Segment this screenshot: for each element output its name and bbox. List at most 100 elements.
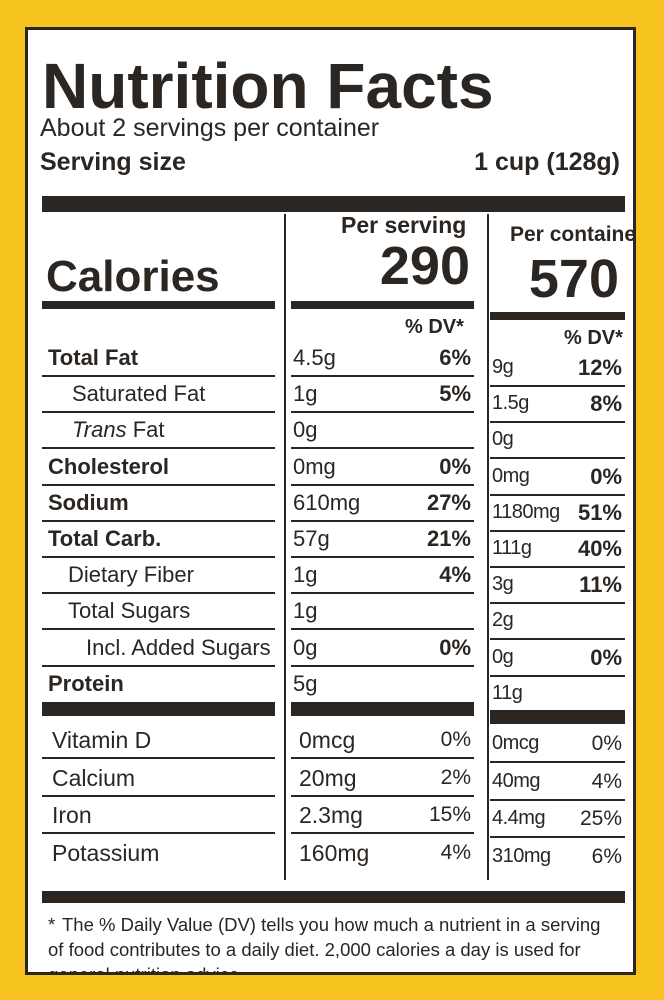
container-dv: 25%	[579, 807, 622, 830]
serving-amount: 4.5g	[293, 345, 336, 370]
serving-amount: 0mg	[293, 453, 336, 479]
row-divider	[42, 592, 275, 595]
vitamin-serving-row: 2.3mg 15%	[291, 798, 474, 834]
container-amount: 2g	[492, 609, 514, 632]
row-divider	[291, 592, 474, 595]
servings-per-container: About 2 servings per container	[40, 114, 380, 142]
nutrient-row: Saturated Fat	[42, 377, 275, 414]
nutrient-name: Total Carb.	[48, 526, 162, 551]
vitamin-row: Vitamin D	[42, 723, 275, 759]
nutrient-row: Total Sugars	[42, 594, 275, 631]
row-divider	[42, 519, 275, 522]
row-divider	[490, 421, 625, 424]
vitamin-container-row: 0mcg 0%	[490, 727, 625, 763]
row-divider	[42, 556, 275, 558]
row-divider	[42, 664, 275, 667]
row-divider	[291, 375, 474, 377]
serving-dv: 15%	[428, 803, 471, 826]
serving-dv: 4%	[439, 562, 471, 588]
container-row: 1180mg 51%	[490, 496, 625, 532]
vitamin-serving-row: 20mg 2%	[291, 761, 474, 797]
row-divider	[291, 411, 474, 414]
footnote-star: *	[48, 914, 56, 935]
container-dv: 0%	[590, 463, 622, 489]
calories-rule-container	[490, 312, 625, 320]
serving-dv: 5%	[439, 381, 471, 407]
serving-amount: 2.3mg	[299, 802, 363, 828]
serving-dv: 4%	[440, 840, 471, 864]
container-row: 0g 0%	[490, 641, 625, 677]
serving-size-row: Serving size 1 cup (128g)	[40, 150, 620, 175]
row-divider	[291, 832, 474, 834]
container-amount: 1180mg	[492, 500, 560, 523]
serving-amount: 1g	[293, 562, 318, 588]
calories-rule-name	[42, 301, 275, 309]
nutrient-name-italic: Trans	[72, 417, 127, 443]
serving-dv: 0%	[439, 453, 471, 479]
serving-amount: 610mg	[293, 489, 361, 515]
container-dv: 0%	[590, 644, 622, 670]
label-title: Nutrition Facts	[42, 50, 494, 122]
serving-amount: 57g	[293, 526, 330, 551]
vitamin-divider	[291, 702, 474, 716]
container-dv: 51%	[577, 499, 622, 525]
container-amount: 4.4mg	[492, 807, 546, 829]
row-divider	[291, 556, 474, 558]
serving-row: 0g 0%	[291, 631, 474, 667]
nutrition-facts-panel: Nutrition Facts About 2 servings per con…	[25, 27, 636, 975]
vitamin-row: Potassium	[42, 836, 275, 872]
container-amount: 0mg	[492, 464, 530, 487]
vitamin-divider	[42, 702, 275, 716]
serving-amount: 1g	[293, 381, 318, 407]
row-divider	[42, 375, 275, 377]
row-divider	[490, 457, 625, 460]
serving-row: 0mg 0%	[291, 450, 474, 486]
row-divider	[490, 566, 625, 568]
row-divider	[490, 493, 625, 496]
serving-amount: 20mg	[299, 764, 357, 791]
calories-per-serving: 290	[379, 236, 470, 296]
row-divider	[291, 483, 474, 486]
container-row: 0mg 0%	[490, 460, 625, 496]
nutrient-row: Cholesterol	[42, 450, 275, 486]
container-amount: 111g	[492, 537, 532, 559]
container-row: 2g	[490, 604, 625, 641]
container-row: 1.5g 8%	[490, 387, 625, 424]
vitamin-row: Calcium	[42, 761, 275, 797]
nutrient-row: Total Fat	[42, 341, 275, 377]
container-amount: 310mg	[492, 844, 551, 867]
vitamin-row: Iron	[42, 798, 275, 834]
nutrient-row: Sodium	[42, 486, 275, 522]
nutrient-name-rest: Fat	[126, 417, 165, 443]
vitamin-container-row: 310mg 6%	[490, 840, 625, 876]
nutrient-name: Total Sugars	[68, 598, 191, 624]
nutrient-name: Protein	[48, 670, 124, 696]
serving-row: 4.5g 6%	[291, 341, 474, 377]
serving-dv: 27%	[426, 489, 471, 515]
row-divider	[291, 447, 474, 450]
nutrient-row: Protein	[42, 667, 275, 703]
row-divider	[42, 794, 275, 797]
calories-label: Calories	[46, 252, 220, 301]
serving-amount: 0g	[293, 634, 318, 660]
container-dv: 8%	[590, 391, 622, 417]
serving-row: 1g 4%	[291, 558, 474, 595]
nutrient-row: Dietary Fiber	[42, 558, 275, 595]
nutrient-name: Total Fat	[48, 345, 139, 370]
row-divider	[490, 385, 625, 387]
row-divider	[291, 519, 474, 522]
nutrient-row: Incl. Added Sugars	[42, 631, 275, 667]
serving-amount: 5g	[293, 670, 318, 696]
serving-row: 0g	[291, 413, 474, 450]
container-row: 0g	[490, 423, 625, 460]
row-divider	[291, 794, 474, 797]
calories-per-container: 570	[528, 249, 619, 309]
serving-row: 1g 5%	[291, 377, 474, 414]
nutrient-row: Total Carb.	[42, 522, 275, 558]
vitamin-name: Iron	[52, 802, 92, 828]
serving-amount: 0g	[293, 417, 318, 443]
row-divider	[42, 447, 275, 450]
serving-row: 5g	[291, 667, 474, 703]
container-dv: 4%	[591, 769, 622, 793]
